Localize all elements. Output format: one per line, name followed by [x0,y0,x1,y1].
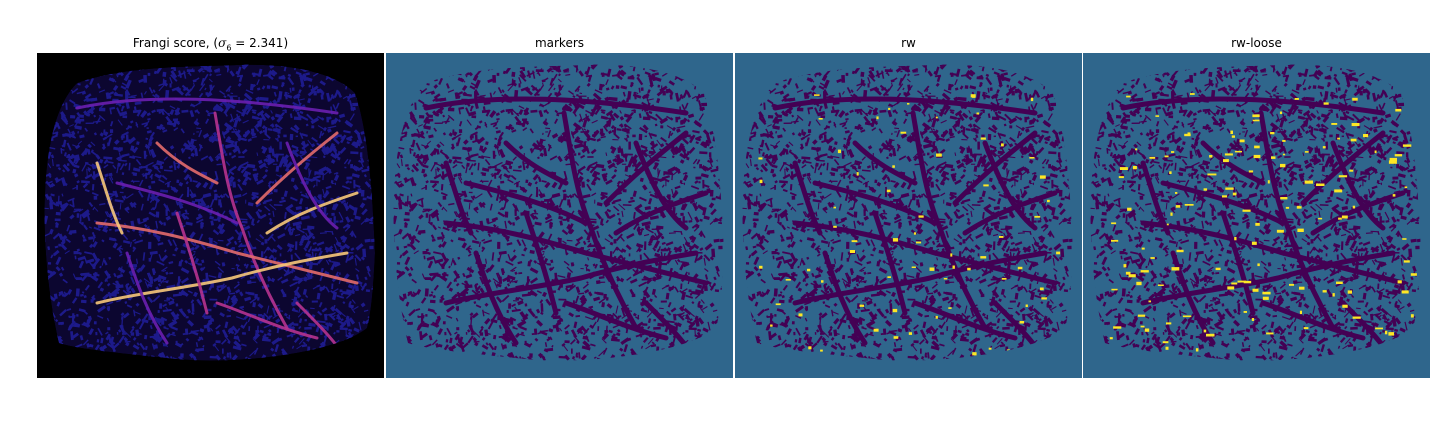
panel-title-rw-loose: rw-loose [1231,36,1282,50]
panel-title-frangi: Frangi score, (σ6 = 2.341) [132,36,289,53]
panel-title-markers: markers [534,36,585,50]
frangi-svg [37,53,384,378]
rw-svg [735,53,1082,378]
markers-image [386,53,733,378]
rw-loose-svg [1083,53,1430,378]
rw-loose-image [1083,53,1430,378]
panel-title-rw: rw [901,36,916,50]
frangi-score-image [37,53,384,378]
markers-svg [386,53,733,378]
rw-image [735,53,1082,378]
